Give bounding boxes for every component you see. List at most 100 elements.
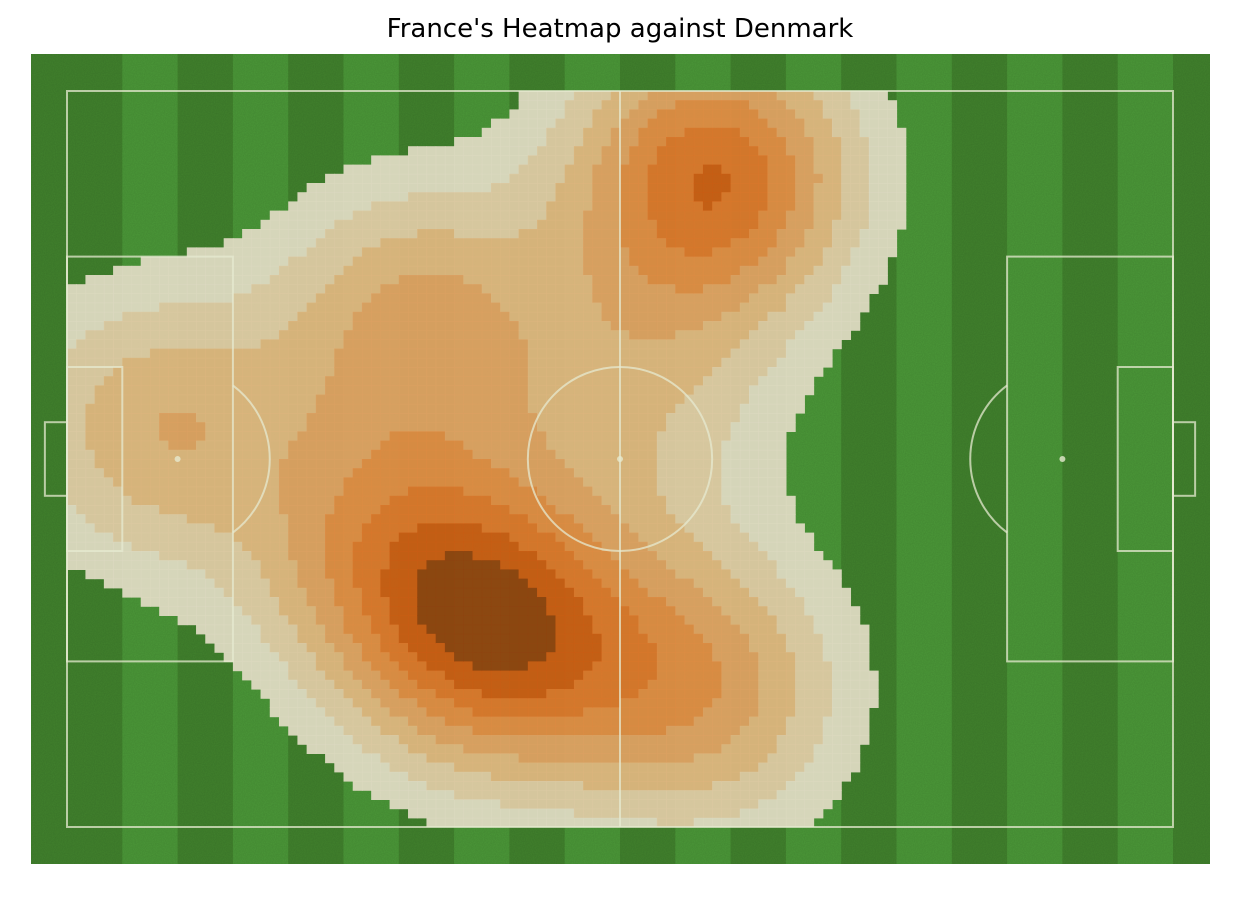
heatmap-cell <box>67 367 77 377</box>
heatmap-cell <box>730 477 741 488</box>
heatmap-cell <box>325 560 335 570</box>
heatmap-cell <box>205 275 216 285</box>
heatmap-cell <box>684 790 695 800</box>
heatmap-cell <box>527 440 538 451</box>
heatmap-cell <box>251 587 262 598</box>
heatmap-cell <box>509 725 520 736</box>
heatmap-cell <box>749 137 759 147</box>
heatmap-cell <box>730 689 741 699</box>
heatmap-cell <box>463 578 474 589</box>
heatmap-cell <box>297 633 308 644</box>
heatmap-cell <box>278 468 289 478</box>
heatmap-cell <box>472 302 483 313</box>
heatmap-cell <box>214 385 225 396</box>
heatmap-cell <box>620 652 630 662</box>
heatmap-cell <box>684 403 695 414</box>
heatmap-cell <box>675 495 686 506</box>
heatmap-cell <box>417 624 428 635</box>
heatmap-cell <box>656 238 667 248</box>
heatmap-cell <box>509 597 520 607</box>
heatmap-cell <box>666 633 676 644</box>
heatmap-cell <box>472 403 483 414</box>
heatmap-cell <box>490 413 501 423</box>
heatmap-cell <box>767 560 778 570</box>
heatmap-cell <box>426 459 437 469</box>
heatmap-cell <box>223 440 234 451</box>
heatmap-cell <box>205 569 216 580</box>
heatmap-cell <box>186 606 197 616</box>
heatmap-cell <box>739 817 750 827</box>
heatmap-cell <box>638 100 649 110</box>
heatmap-cell <box>721 808 732 819</box>
heatmap-cell <box>444 146 455 156</box>
heatmap-cell <box>758 633 769 644</box>
heatmap-cell <box>490 532 501 543</box>
heatmap-cell <box>675 183 686 193</box>
heatmap-cell <box>537 505 547 515</box>
heatmap-cell <box>186 330 197 340</box>
heatmap-cell <box>334 210 345 221</box>
heatmap-cell <box>656 109 667 120</box>
heatmap-cell <box>767 652 778 662</box>
heatmap-cell <box>278 587 289 598</box>
heatmap-cell <box>103 532 114 543</box>
heatmap-cell <box>500 293 510 304</box>
heatmap-cell <box>444 256 455 267</box>
heatmap-cell <box>638 339 649 350</box>
heatmap-cell <box>527 348 538 359</box>
heatmap-cell <box>629 422 640 432</box>
heatmap-cell <box>638 348 649 359</box>
heatmap-cell <box>749 339 759 350</box>
heatmap-cell <box>85 523 96 534</box>
heatmap-cell <box>758 661 769 672</box>
heatmap-cell <box>758 210 769 221</box>
heatmap-cell <box>361 587 372 598</box>
heatmap-cell <box>325 284 335 294</box>
heatmap-cell <box>334 321 345 331</box>
heatmap-cell <box>490 275 501 285</box>
heatmap-cell <box>223 321 234 331</box>
heatmap-cell <box>352 661 363 672</box>
heatmap-cell <box>620 348 630 359</box>
heatmap-cell <box>168 339 179 350</box>
heatmap-cell <box>592 725 603 736</box>
heatmap-cell <box>113 578 123 589</box>
heatmap-cell <box>739 753 750 764</box>
heatmap-cell <box>223 413 234 423</box>
heatmap-cell <box>693 210 704 221</box>
heatmap-cell <box>380 707 391 718</box>
heatmap-cell <box>647 210 658 221</box>
heatmap-cell <box>454 440 464 451</box>
heatmap-cell <box>656 661 667 672</box>
heatmap-cell <box>278 505 289 515</box>
heatmap-cell <box>749 606 759 616</box>
heatmap-cell <box>306 477 317 488</box>
heatmap-cell <box>490 459 501 469</box>
heatmap-cell <box>389 348 400 359</box>
heatmap-cell <box>76 551 87 561</box>
heatmap-cell <box>454 606 464 616</box>
heatmap-cell <box>140 293 151 304</box>
heatmap-cell <box>352 201 363 212</box>
heatmap-cell <box>149 541 160 552</box>
heatmap-cell <box>177 569 188 580</box>
heatmap-cell <box>638 431 649 442</box>
heatmap-cell <box>546 652 557 662</box>
heatmap-cell <box>325 468 335 478</box>
heatmap-cell <box>693 109 704 120</box>
heatmap-cell <box>481 321 492 331</box>
heatmap-cell <box>242 376 252 386</box>
heatmap-cell <box>94 523 105 534</box>
heatmap-cell <box>573 146 584 156</box>
heatmap-cell <box>398 670 409 681</box>
heatmap-cell <box>398 183 409 193</box>
heatmap-cell <box>509 817 520 827</box>
heatmap-cell <box>371 652 381 662</box>
heatmap-cell <box>490 597 501 607</box>
heatmap-cell <box>693 514 704 524</box>
heatmap-cell <box>518 219 529 230</box>
heatmap-cell <box>684 578 695 589</box>
heatmap-cell <box>583 210 593 221</box>
heatmap-cell <box>749 219 759 230</box>
heatmap-cell <box>223 238 234 248</box>
